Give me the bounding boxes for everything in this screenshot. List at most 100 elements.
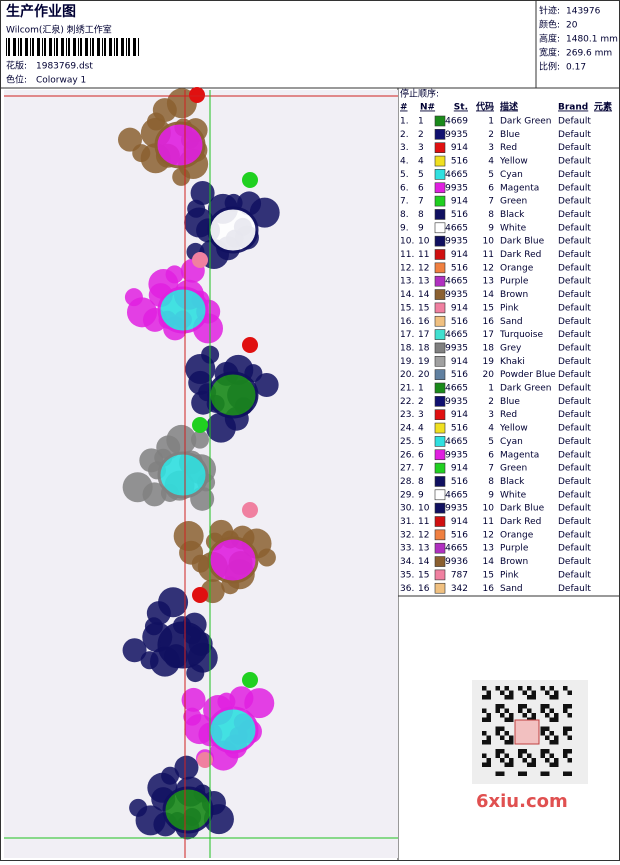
qr-cell	[482, 717, 487, 722]
bar	[97, 38, 100, 56]
bar	[49, 38, 52, 56]
cell: Default	[558, 157, 591, 167]
color-swatch	[434, 462, 446, 474]
qr-cell	[500, 726, 505, 731]
cell: Pink	[500, 303, 519, 313]
qr-cell	[567, 735, 572, 740]
qr-cell	[486, 695, 491, 700]
bar	[116, 38, 118, 56]
qr-cell	[504, 731, 509, 736]
cell: Purple	[500, 544, 529, 554]
bar	[18, 38, 19, 56]
qr-cell	[522, 690, 527, 695]
cell: 5	[418, 170, 424, 180]
qr-cell	[495, 753, 500, 758]
qr-cell	[495, 704, 500, 709]
cell: 9	[488, 223, 494, 233]
cell: 24.	[400, 424, 414, 434]
color-swatch	[434, 142, 446, 153]
cell: Brown	[500, 290, 528, 300]
bar	[54, 38, 55, 56]
qr-cell	[482, 686, 487, 691]
cell: Default	[558, 370, 591, 380]
cell: 32.	[400, 530, 414, 540]
qr-cell	[545, 713, 550, 718]
qr-cell	[549, 695, 554, 700]
cell: Default	[558, 263, 591, 273]
bar	[30, 38, 31, 56]
qr-cell	[563, 771, 568, 776]
color-swatch	[434, 529, 446, 541]
info-value: 20	[566, 21, 578, 31]
bar	[114, 38, 115, 56]
cell: 1	[488, 384, 494, 394]
qr-cell	[509, 695, 514, 700]
cell: 17.	[400, 330, 414, 340]
cell: 914	[451, 250, 468, 260]
qr-cell	[563, 749, 568, 754]
cell: Dark Red	[500, 250, 541, 260]
cell: 7	[488, 464, 494, 474]
bud	[242, 337, 258, 353]
qr-cell	[482, 731, 487, 736]
embroidery-preview	[118, 87, 280, 840]
cell: 12	[418, 530, 429, 540]
qr-cell	[500, 690, 505, 695]
bar	[102, 38, 103, 56]
info-label: 比例:	[539, 61, 560, 73]
cell: 4	[488, 157, 494, 167]
info-value: 1480.1 mm	[566, 35, 618, 45]
cell: 16	[483, 317, 495, 327]
cell: Default	[558, 250, 591, 260]
color-swatch	[434, 155, 446, 167]
cell: 4665	[445, 490, 468, 500]
color-swatch	[434, 262, 446, 274]
qr-cell	[527, 708, 532, 713]
cell: 6	[418, 450, 424, 460]
bulb	[162, 786, 214, 834]
cell: 19	[418, 357, 430, 367]
qr-cell	[486, 740, 491, 745]
cell: Powder Blue	[500, 370, 556, 380]
cell: 6.	[400, 183, 409, 193]
cell: Green	[500, 197, 527, 207]
colorway: Colorway 1	[36, 76, 86, 86]
cell: 516	[451, 370, 468, 380]
color-swatch	[434, 569, 446, 581]
petal	[166, 424, 197, 455]
qr-cell	[563, 708, 568, 713]
cell: 18	[418, 343, 430, 353]
qr-cell	[563, 704, 568, 709]
info-label: 高度:	[539, 33, 560, 45]
cell: 3	[488, 143, 494, 153]
color-swatch	[434, 489, 446, 501]
cell: 516	[451, 530, 468, 540]
qr-cell	[486, 762, 491, 767]
cell: 25.	[400, 437, 414, 447]
cell: 18	[483, 343, 495, 353]
bulb	[154, 121, 206, 169]
qr-cell	[554, 690, 559, 695]
cell: 8	[488, 477, 494, 487]
cell: 11	[483, 517, 494, 527]
cell: 4	[418, 424, 424, 434]
color-swatch	[434, 582, 446, 594]
qr-cell	[563, 686, 568, 691]
bulb	[157, 621, 209, 669]
cell: 12	[418, 263, 429, 273]
cell: Sand	[500, 584, 523, 594]
cell: 9935	[445, 504, 468, 514]
qr-cell	[486, 713, 491, 718]
qr-cell	[504, 753, 509, 758]
cell: Dark Red	[500, 517, 541, 527]
cell: Dark Green	[500, 117, 551, 127]
cell: 4665	[445, 384, 468, 394]
cell: Sand	[500, 317, 523, 327]
cell: Pink	[500, 570, 519, 580]
cell: 13	[483, 544, 494, 554]
cell: 20	[483, 370, 495, 380]
qr-cell	[518, 708, 523, 713]
petal	[205, 412, 236, 443]
column-header: #	[400, 103, 408, 113]
